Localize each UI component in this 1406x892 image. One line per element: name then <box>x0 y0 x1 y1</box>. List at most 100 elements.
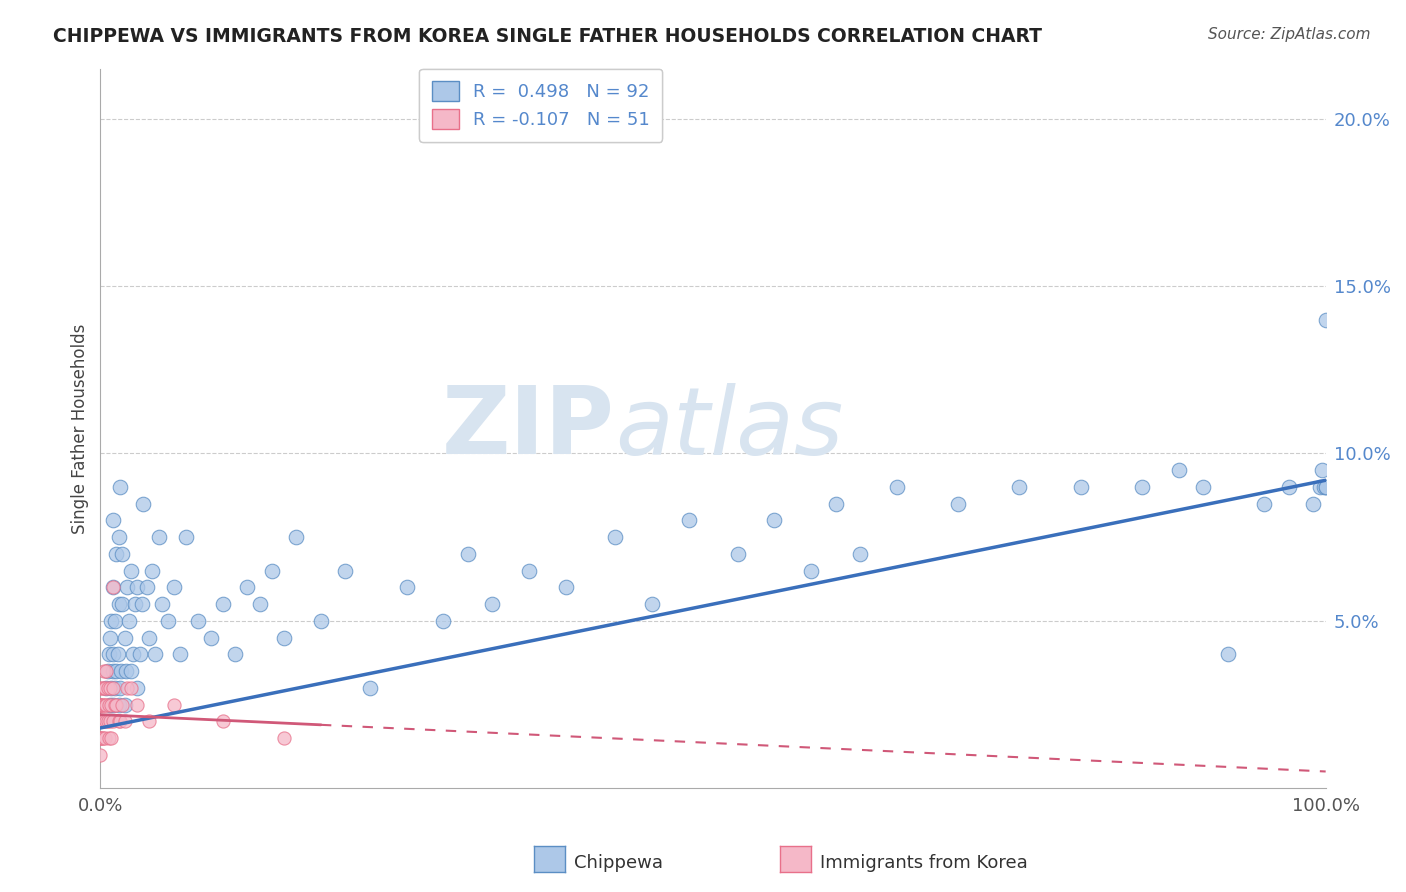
Point <box>335 564 357 578</box>
Point <box>107 530 129 544</box>
Point <box>111 547 134 561</box>
Point <box>100 681 122 695</box>
Point <box>104 681 127 695</box>
Point <box>97 731 120 745</box>
Point <box>107 648 129 662</box>
Point <box>117 681 139 695</box>
Point <box>89 731 111 745</box>
Point <box>124 597 146 611</box>
Point <box>120 564 142 578</box>
Point <box>101 681 124 695</box>
Point <box>128 648 150 662</box>
Point <box>107 597 129 611</box>
Point <box>110 664 132 678</box>
Point <box>89 714 111 729</box>
Point <box>104 614 127 628</box>
Point <box>108 714 131 729</box>
Point <box>946 497 969 511</box>
Text: Chippewa: Chippewa <box>574 854 662 871</box>
Point <box>96 698 118 712</box>
Point <box>236 580 259 594</box>
Point <box>107 698 129 712</box>
Point <box>212 714 235 729</box>
Point <box>122 648 145 662</box>
Point <box>127 580 149 594</box>
Point <box>1008 480 1031 494</box>
Point <box>111 698 134 712</box>
Point <box>104 698 127 712</box>
Point <box>886 480 908 494</box>
Point <box>169 648 191 662</box>
Point <box>93 714 115 729</box>
Point <box>481 597 503 611</box>
Point <box>100 731 122 745</box>
Point <box>117 580 139 594</box>
Point <box>150 597 173 611</box>
Point <box>1302 497 1324 511</box>
Point <box>145 648 167 662</box>
Point <box>641 597 664 611</box>
Point <box>359 681 381 695</box>
Text: CHIPPEWA VS IMMIGRANTS FROM KOREA SINGLE FATHER HOUSEHOLDS CORRELATION CHART: CHIPPEWA VS IMMIGRANTS FROM KOREA SINGLE… <box>53 27 1042 45</box>
Point <box>91 698 114 712</box>
Point <box>90 681 112 695</box>
Point <box>100 698 122 712</box>
Text: Immigrants from Korea: Immigrants from Korea <box>820 854 1028 871</box>
Point <box>678 513 700 527</box>
Point <box>727 547 749 561</box>
Point <box>97 698 120 712</box>
Point <box>89 698 111 712</box>
Point <box>249 597 271 611</box>
Point <box>89 747 111 762</box>
Point <box>200 631 222 645</box>
Point <box>94 698 117 712</box>
Point <box>114 698 136 712</box>
Point <box>457 547 479 561</box>
Point <box>89 698 111 712</box>
Point <box>105 698 128 712</box>
Point <box>111 597 134 611</box>
Point <box>105 547 128 561</box>
Point <box>101 580 124 594</box>
Point <box>101 664 124 678</box>
Point <box>89 731 111 745</box>
Point <box>90 698 112 712</box>
Point <box>105 664 128 678</box>
Point <box>163 580 186 594</box>
Point <box>800 564 823 578</box>
Point <box>763 513 786 527</box>
Text: ZIP: ZIP <box>441 383 614 475</box>
Point <box>1070 480 1092 494</box>
Point <box>91 731 114 745</box>
Point <box>94 731 117 745</box>
Point <box>849 547 872 561</box>
Point <box>138 631 160 645</box>
Point <box>98 681 121 695</box>
Point <box>89 681 111 695</box>
Point <box>91 714 114 729</box>
Point <box>117 614 139 628</box>
Point <box>1253 497 1275 511</box>
Y-axis label: Single Father Households: Single Father Households <box>72 323 89 533</box>
Point <box>89 698 111 712</box>
Point <box>101 513 124 527</box>
Point <box>98 631 121 645</box>
Point <box>273 631 295 645</box>
Point <box>1315 480 1337 494</box>
Point <box>97 648 120 662</box>
Point <box>108 681 131 695</box>
Point <box>107 714 129 729</box>
Point <box>89 714 111 729</box>
Point <box>148 530 170 544</box>
Point <box>120 681 142 695</box>
Point <box>93 664 115 678</box>
Point <box>89 714 111 729</box>
Point <box>97 714 120 729</box>
Point <box>824 497 846 511</box>
Point <box>96 681 118 695</box>
Text: Source: ZipAtlas.com: Source: ZipAtlas.com <box>1208 27 1371 42</box>
Point <box>115 664 138 678</box>
Point <box>127 681 149 695</box>
Point <box>90 714 112 729</box>
Point <box>96 714 118 729</box>
